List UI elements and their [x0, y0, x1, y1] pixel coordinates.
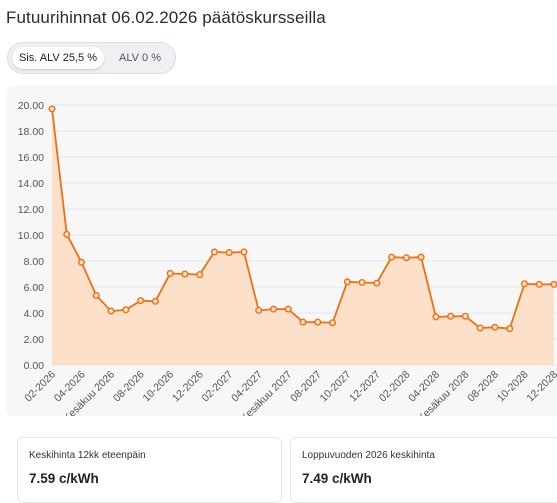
data-point[interactable] — [196, 271, 204, 279]
y-tick-label: 2.00 — [24, 334, 45, 346]
data-point[interactable] — [461, 312, 469, 320]
data-point[interactable] — [210, 248, 218, 256]
data-point[interactable] — [255, 306, 263, 314]
data-point[interactable] — [107, 307, 115, 315]
data-point[interactable] — [240, 248, 248, 256]
data-point[interactable] — [329, 319, 337, 327]
data-point[interactable] — [520, 280, 528, 288]
data-point[interactable] — [92, 291, 100, 299]
x-tick-label: 02-2027 — [200, 369, 236, 405]
data-point[interactable] — [225, 249, 233, 257]
data-point[interactable] — [48, 105, 56, 113]
data-point[interactable] — [491, 323, 499, 331]
y-tick-label: 10.00 — [18, 230, 44, 242]
data-point[interactable] — [151, 297, 159, 305]
vat-excluded-button[interactable]: ALV 0 % — [119, 52, 161, 64]
avg-12m-label: Keskihinta 12kk eteenpäin — [29, 450, 146, 461]
data-point[interactable] — [373, 279, 381, 287]
data-point[interactable] — [299, 318, 307, 326]
data-point[interactable] — [181, 270, 189, 278]
y-tick-label: 8.00 — [24, 256, 45, 268]
y-tick-label: 0.00 — [24, 360, 45, 372]
data-point[interactable] — [447, 312, 455, 320]
avg-rest-of-2026-label: Loppuvuoden 2026 keskihinta — [302, 450, 435, 461]
x-tick-label: 12-2027 — [347, 369, 383, 405]
data-point[interactable] — [550, 280, 557, 288]
y-tick-label: 6.00 — [24, 282, 45, 294]
data-point[interactable] — [78, 258, 86, 266]
page-title: Futuurihinnat 06.02.2026 päätöskursseill… — [6, 8, 326, 27]
data-point[interactable] — [314, 318, 322, 326]
data-point[interactable] — [388, 253, 396, 261]
futures-price-chart: 0.00 2.00 4.00 6.00 8.00 10.00 12.00 14.00 16.00… — [18, 100, 557, 416]
data-point[interactable] — [63, 230, 71, 238]
data-point[interactable] — [402, 254, 410, 262]
x-tick-label: 08-2026 — [111, 369, 147, 405]
x-tick-label: 12-2026 — [170, 369, 206, 405]
y-tick-label: 4.00 — [24, 308, 45, 320]
data-point[interactable] — [284, 305, 292, 313]
x-tick-label: 12-2028 — [524, 369, 557, 405]
vat-included-button[interactable]: Sis. ALV 25,5 % — [12, 47, 104, 69]
x-tick-label: 02-2026 — [22, 369, 58, 405]
x-tick-label: 08-2027 — [288, 369, 324, 405]
data-point[interactable] — [122, 306, 130, 314]
x-tick-label: 10-2028 — [495, 369, 531, 405]
x-tick-label: 02-2028 — [377, 369, 413, 405]
data-point[interactable] — [358, 278, 366, 286]
data-point[interactable] — [535, 280, 543, 288]
y-tick-label: 14.00 — [18, 178, 44, 190]
data-point[interactable] — [166, 269, 174, 277]
y-tick-label: 20.00 — [18, 100, 44, 112]
avg-12m-card: Keskihinta 12kk eteenpäin 7.59 c/kWh — [17, 437, 282, 503]
price-line — [51, 108, 554, 330]
chart-card: 0.00 2.00 4.00 6.00 8.00 10.00 12.00 14.00 16.00… — [6, 86, 557, 416]
y-tick-label: 18.00 — [18, 126, 44, 138]
data-point[interactable] — [137, 297, 145, 305]
avg-12m-value: 7.59 c/kWh — [29, 471, 99, 486]
x-tick-label: 08-2028 — [465, 369, 501, 405]
data-point[interactable] — [476, 324, 484, 332]
y-tick-label: 16.00 — [18, 152, 44, 164]
price-area — [52, 108, 554, 366]
y-tick-label: 12.00 — [18, 204, 44, 216]
data-point[interactable] — [506, 325, 514, 333]
data-point[interactable] — [269, 305, 277, 313]
x-tick-label: 10-2026 — [140, 369, 176, 405]
data-point[interactable] — [343, 278, 351, 286]
data-point[interactable] — [417, 253, 425, 261]
avg-rest-of-2026-value: 7.49 c/kWh — [302, 471, 372, 486]
avg-rest-of-2026-card: Loppuvuoden 2026 keskihinta 7.49 c/kWh — [290, 437, 557, 503]
x-tick-label: 10-2027 — [318, 369, 354, 405]
data-point[interactable] — [432, 313, 440, 321]
vat-toggle: Sis. ALV 25,5 % ALV 0 % — [7, 42, 176, 74]
